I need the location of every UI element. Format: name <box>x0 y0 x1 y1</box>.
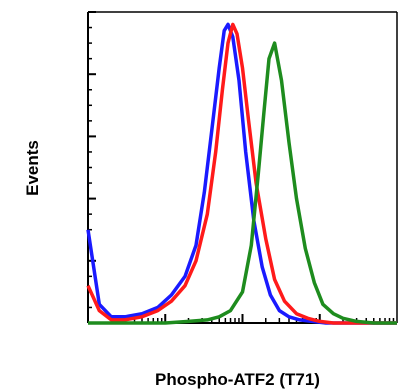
y-axis-label: Events <box>23 140 42 196</box>
y-axis-ticks <box>88 11 96 324</box>
series-line-2 <box>86 22 397 325</box>
series-line-3 <box>88 41 397 325</box>
series-layer <box>86 22 397 325</box>
series-line-1 <box>86 22 397 325</box>
x-axis-label: Phospho-ATF2 (T71) <box>155 370 320 389</box>
